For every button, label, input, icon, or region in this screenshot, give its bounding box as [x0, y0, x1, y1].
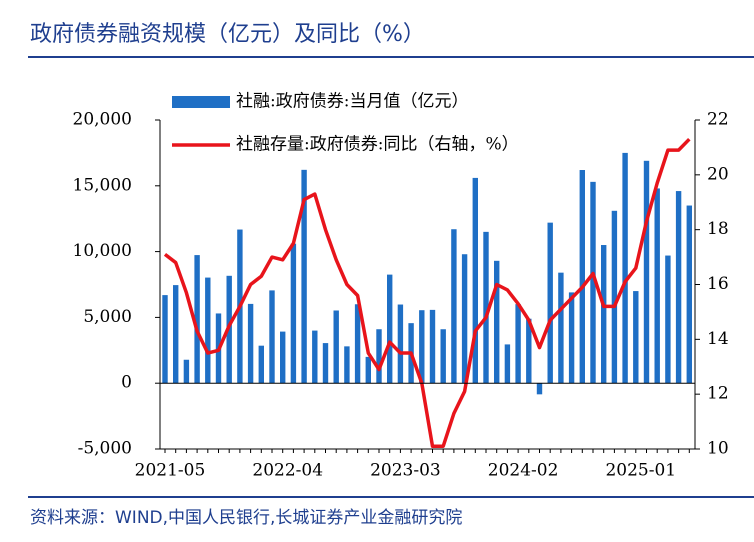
bar — [247, 303, 254, 384]
bar — [344, 346, 350, 384]
bar — [397, 304, 404, 384]
x-tick-label: 2022-04 — [252, 461, 323, 481]
bar — [611, 210, 618, 384]
bar — [494, 260, 500, 384]
y2-tick-label: 16 — [707, 274, 729, 294]
y2-tick-label: 22 — [707, 110, 729, 130]
y-tick-label: 5,000 — [83, 307, 132, 327]
y2-tick-label: 14 — [707, 329, 729, 349]
y2-tick-label: 12 — [707, 384, 729, 404]
bar — [354, 304, 361, 384]
bar — [451, 229, 457, 384]
bar — [536, 383, 543, 395]
legend-swatch — [172, 96, 230, 108]
bar — [504, 344, 511, 384]
y-tick-label: 20,000 — [73, 110, 132, 130]
bar — [547, 222, 553, 384]
legend-label: 社融:政府债券:当月值（亿元） — [236, 92, 468, 112]
y-tick-label: 0 — [121, 373, 132, 393]
bar — [365, 356, 371, 384]
bar — [643, 160, 650, 384]
bar — [258, 345, 264, 384]
bar — [483, 231, 489, 384]
bar — [173, 285, 179, 384]
bar — [419, 310, 425, 384]
bar — [290, 243, 297, 384]
legend-label: 社融存量:政府债券:同比（右轴，%） — [236, 135, 519, 155]
bar — [622, 152, 628, 384]
bar — [269, 290, 275, 384]
bar — [472, 177, 478, 384]
bar — [440, 329, 446, 384]
bar — [376, 329, 382, 384]
bar — [568, 292, 575, 384]
bar — [387, 274, 393, 384]
bar — [579, 170, 585, 384]
bar — [205, 277, 211, 384]
x-tick-label: 2025-01 — [605, 461, 676, 481]
x-tick-label: 2023-03 — [370, 461, 441, 481]
bar — [686, 205, 692, 384]
bar — [515, 304, 521, 384]
y-tick-label: 15,000 — [73, 175, 132, 195]
x-tick-label: 2024-02 — [488, 461, 559, 481]
bar — [654, 188, 660, 384]
bar — [322, 343, 329, 384]
source: 资料来源：WIND,中国人民银行,长城证券产业金融研究院 — [30, 508, 462, 528]
bar — [601, 245, 607, 384]
y2-tick-label: 18 — [707, 219, 729, 239]
bar — [194, 255, 200, 384]
y2-tick-label: 20 — [707, 164, 729, 184]
bar — [461, 254, 468, 384]
bar — [162, 295, 168, 384]
bar — [333, 310, 339, 384]
bar — [675, 191, 682, 384]
bar — [526, 318, 532, 384]
y2-tick-label: 10 — [707, 439, 729, 459]
bar — [183, 359, 190, 384]
bar — [590, 181, 596, 384]
bar — [280, 331, 286, 384]
bar — [665, 255, 671, 384]
y-tick-label: 10,000 — [73, 241, 132, 261]
bar — [312, 330, 318, 384]
chart-title: 政府债券融资规模（亿元）及同比（%） — [30, 22, 425, 47]
line — [163, 137, 691, 449]
bar — [429, 309, 436, 384]
bar — [558, 272, 564, 384]
y-tick-label: -5,000 — [78, 439, 132, 459]
x-tick-label: 2021-05 — [135, 461, 206, 481]
bar — [633, 291, 639, 384]
bar — [301, 169, 307, 384]
